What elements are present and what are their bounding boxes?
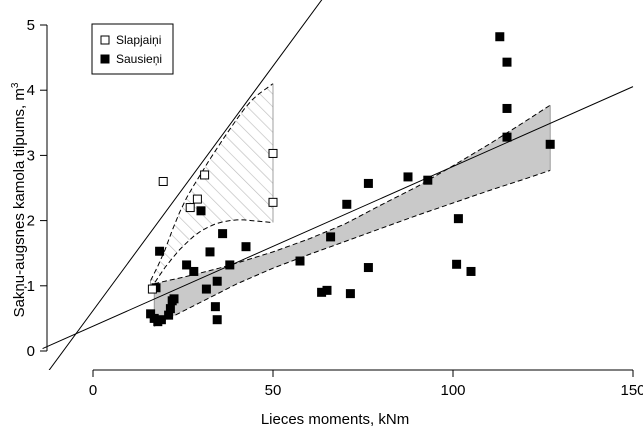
sausieni-data-point	[345, 289, 355, 299]
slapjaini-data-point	[268, 197, 278, 207]
sausieni-data-point	[495, 32, 505, 42]
y-tick-label: 1	[27, 278, 35, 295]
sausieni-data-point	[182, 260, 192, 270]
slapjaini-data-point	[147, 284, 157, 294]
y-tick-label: 0	[27, 343, 35, 360]
x-axis-label: Lieces moments, kNm	[261, 411, 409, 428]
sausieni-data-point	[403, 172, 413, 182]
sausieni-data-point	[466, 266, 476, 276]
slapjaini-data-point	[200, 170, 210, 180]
sausieni-data-point	[169, 294, 179, 304]
legend: Slapjaiņi Sausieņi	[91, 23, 174, 75]
y-tick-label: 3	[27, 147, 35, 164]
y-axis-label-text: Sakņu-augsnes kamola tilpums, m	[11, 88, 28, 317]
x-tick-label: 100	[440, 382, 465, 399]
sausieni-data-point	[322, 285, 332, 295]
x-tick-label: 0	[89, 382, 97, 399]
sausieni-confidence-band	[154, 105, 551, 327]
sausieni-data-point	[502, 57, 512, 67]
sausieni-data-point	[453, 214, 463, 224]
sausieni-data-point	[189, 266, 199, 276]
y-axis-label-superscript: 3	[10, 82, 21, 88]
y-axis-label: Sakņu-augsnes kamola tilpums, m3	[10, 82, 28, 317]
sausieni-data-point	[165, 304, 175, 314]
sausieni-data-point	[210, 302, 220, 312]
sausieni-data-point	[295, 256, 305, 266]
y-tick-label: 4	[27, 82, 35, 99]
sausieni-data-point	[241, 242, 251, 252]
slapjaini-band-lower-edge	[150, 219, 274, 290]
sausieni-data-point	[218, 229, 228, 239]
sausieni-data-point	[212, 315, 222, 325]
sausieni-data-point	[502, 132, 512, 142]
sausieni-data-point	[155, 246, 165, 256]
sausieni-band-upper-edge	[154, 104, 551, 285]
slapjaini-data-point	[158, 176, 168, 186]
y-tick-label: 2	[27, 213, 35, 230]
sausieni-data-point	[196, 206, 206, 216]
sausieni-data-point	[326, 232, 336, 242]
sausieni-data-point	[342, 199, 352, 209]
legend-marker-open-square	[100, 35, 110, 45]
sausieni-data-point	[363, 178, 373, 188]
legend-label-slapjaini: Slapjaiņi	[116, 33, 161, 47]
sausieni-data-point	[225, 260, 235, 270]
axis-layer: 0 50 100 150 0 1 2 3 4 5	[27, 17, 643, 399]
slapjaini-data-point	[268, 148, 278, 158]
sausieni-fit-line	[42, 86, 634, 350]
slapjaini-data-point	[185, 203, 195, 213]
x-tick-label: 50	[265, 382, 282, 399]
slapjaini-confidence-band	[150, 83, 273, 290]
sausieni-data-point	[423, 175, 433, 185]
slapjaini-data-point	[192, 194, 202, 204]
x-tick-label: 150	[620, 382, 643, 399]
sausieni-data-point	[205, 247, 215, 257]
fit-line-layer	[42, 0, 634, 370]
sausieni-data-point	[363, 263, 373, 273]
data-point-layer	[146, 32, 555, 327]
legend-box	[91, 23, 174, 75]
sausieni-data-point	[212, 276, 222, 286]
sausieni-data-point	[201, 284, 211, 294]
slapjaini-band-upper-edge	[150, 83, 274, 281]
slapjaini-fit-line	[48, 0, 323, 370]
sausieni-data-point	[545, 139, 555, 149]
legend-label-sausieni: Sausieņi	[116, 52, 162, 66]
y-tick-label: 5	[27, 17, 35, 34]
sausieni-data-point	[502, 103, 512, 113]
legend-marker-filled-square	[100, 54, 110, 64]
sausieni-band-lower-edge	[153, 169, 551, 327]
sausieni-data-point	[452, 259, 462, 269]
sausieni-data-point	[156, 315, 166, 325]
